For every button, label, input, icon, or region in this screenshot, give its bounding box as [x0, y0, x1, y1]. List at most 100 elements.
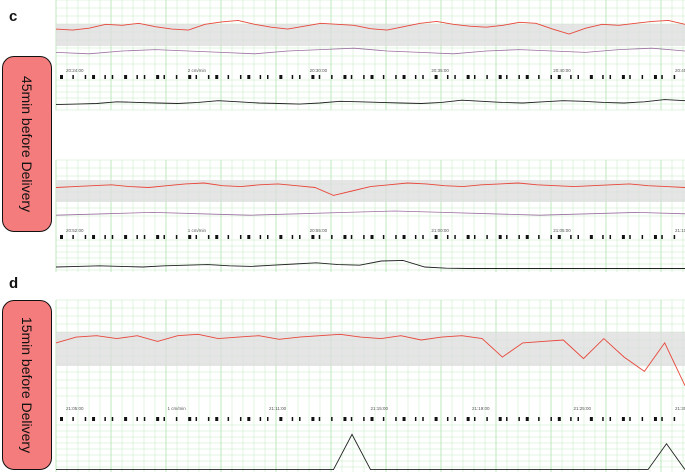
event-mark-c2 [104, 235, 106, 239]
event-mark-c1 [156, 75, 160, 79]
event-mark-d [414, 417, 417, 421]
event-mark-c1 [350, 75, 353, 79]
event-mark-c1 [188, 75, 192, 79]
event-mark-c1 [104, 75, 106, 79]
event-mark-d [124, 417, 128, 421]
event-mark-d [156, 417, 160, 421]
event-mark-c1 [370, 75, 374, 79]
event-mark-c1 [363, 75, 365, 79]
event-mark-c2 [395, 235, 397, 239]
event-mark-c2 [299, 235, 301, 239]
event-mark-c1 [111, 75, 114, 79]
time-label-d-2: 21:11:00 [269, 406, 287, 411]
event-mark-d [318, 417, 321, 421]
event-mark-c1 [382, 75, 385, 79]
event-mark-c1 [498, 75, 502, 79]
event-mark-c2 [175, 235, 178, 239]
event-mark-c2 [466, 235, 470, 239]
event-mark-c2 [434, 235, 438, 239]
event-mark-d [104, 417, 106, 421]
event-mark-c2 [188, 235, 192, 239]
event-mark-c2 [279, 235, 283, 239]
mhr-line-c2 [55, 210, 685, 216]
panel-letter-c: c [9, 8, 18, 25]
event-mark-c1 [621, 75, 625, 79]
event-mark-d [474, 417, 476, 421]
event-mark-c2 [331, 235, 333, 239]
event-mark-d [506, 417, 508, 421]
event-mark-c2 [318, 235, 321, 239]
event-mark-c1 [577, 75, 579, 79]
event-mark-c1 [136, 75, 138, 79]
event-mark-c1 [446, 75, 449, 79]
time-label-d-0: 21:05:00 [66, 406, 84, 411]
event-mark-c2 [557, 235, 561, 239]
event-mark-c2 [227, 235, 230, 239]
event-mark-d [466, 417, 470, 421]
event-mark-d [215, 417, 219, 421]
event-mark-d [577, 417, 579, 421]
time-label-c1-5: 20:45:00 [675, 68, 685, 73]
event-mark-c1 [641, 75, 644, 79]
event-mark-c1 [673, 75, 676, 79]
event-mark-c1 [466, 75, 470, 79]
event-mark-c2 [215, 235, 219, 239]
event-mark-c2 [550, 235, 552, 239]
event-mark-d [143, 417, 146, 421]
event-mark-c1 [589, 75, 593, 79]
event-mark-c1 [422, 75, 424, 79]
event-mark-c1 [454, 75, 456, 79]
event-mark-c2 [382, 235, 385, 239]
event-mark-d [239, 417, 242, 421]
label-15min: 15min before Delivery [2, 300, 52, 470]
event-mark-c2 [486, 235, 488, 239]
event-mark-c1 [661, 75, 663, 79]
event-mark-d [661, 417, 663, 421]
event-mark-c1 [239, 75, 242, 79]
event-mark-c1 [60, 75, 63, 79]
event-mark-d [434, 417, 438, 421]
event-mark-d [363, 417, 365, 421]
normal-band-d [56, 332, 685, 366]
event-mark-c2 [350, 235, 353, 239]
event-mark-c1 [557, 75, 561, 79]
event-mark-c1 [72, 75, 74, 79]
fhr-line-c2 [55, 182, 685, 196]
event-mark-c1 [84, 75, 87, 79]
event-mark-c2 [446, 235, 449, 239]
fhr-line-c1 [55, 19, 685, 35]
event-mark-d [247, 417, 251, 421]
event-mark-c2 [506, 235, 508, 239]
event-mark-d [163, 417, 165, 421]
time-label-d-3: 21:15:00 [371, 406, 389, 411]
event-mark-c2 [641, 235, 644, 239]
event-mark-d [60, 417, 63, 421]
event-mark-c1 [402, 75, 406, 79]
event-mark-c1 [227, 75, 230, 79]
event-mark-c2 [92, 235, 96, 239]
event-mark-d [188, 417, 192, 421]
event-mark-d [589, 417, 593, 421]
event-mark-c2 [525, 235, 529, 239]
event-mark-c1 [92, 75, 96, 79]
event-mark-c1 [279, 75, 283, 79]
time-label-c2-4: 21:05:00 [553, 228, 571, 233]
event-mark-c2 [84, 235, 87, 239]
event-mark-d [92, 417, 96, 421]
event-mark-d [227, 417, 230, 421]
event-mark-c2 [207, 235, 210, 239]
time-label-c2-0: 20:52:00 [66, 228, 84, 233]
uterine-line-c2 [55, 259, 685, 269]
event-mark-d [653, 417, 657, 421]
event-mark-c2 [156, 235, 160, 239]
event-mark-c1 [311, 75, 315, 79]
event-mark-d [422, 417, 424, 421]
event-mark-c1 [318, 75, 321, 79]
event-mark-c1 [299, 75, 301, 79]
event-mark-c1 [474, 75, 476, 79]
event-mark-c1 [434, 75, 438, 79]
event-mark-d [259, 417, 262, 421]
event-mark-c2 [402, 235, 406, 239]
event-mark-d [570, 417, 572, 421]
event-mark-d [111, 417, 114, 421]
